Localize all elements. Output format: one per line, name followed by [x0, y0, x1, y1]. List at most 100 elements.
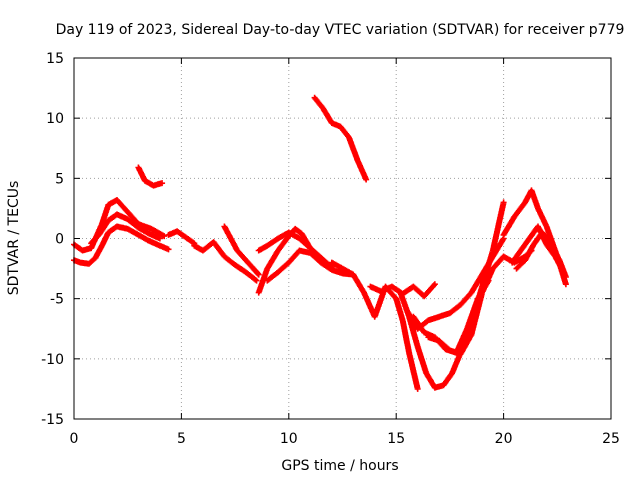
series-track-c [88, 211, 163, 247]
y-tick-label: -10 [41, 352, 64, 368]
data-point-segment [255, 267, 270, 296]
data-point-segment [345, 134, 360, 162]
y-tick-label: 5 [55, 171, 64, 187]
data-point-segment [350, 271, 367, 295]
data-point-segment [528, 187, 541, 210]
x-axis-label: GPS time / hours [281, 458, 398, 474]
data-point [363, 176, 370, 183]
data-point [253, 277, 260, 284]
data-point-segment [513, 258, 527, 272]
y-tick-label: -15 [41, 412, 64, 428]
data-point-segment [517, 236, 532, 254]
data-point [255, 271, 262, 278]
data-point-segment [468, 272, 485, 296]
data-point-segment [86, 255, 98, 267]
data-points [71, 94, 569, 392]
data-point-segment [479, 267, 496, 296]
data-point-segment [522, 242, 536, 264]
x-tick-label: 15 [387, 431, 405, 447]
data-point-segment [251, 266, 261, 277]
data-point-segment [264, 248, 281, 272]
data-point-segment [96, 218, 111, 237]
data-point-segment [457, 333, 474, 357]
data-point-segment [182, 234, 197, 246]
series-track-f [191, 239, 260, 284]
data-point-segment [436, 337, 452, 353]
data-point-segment [221, 253, 237, 267]
data-point-segment [174, 228, 188, 240]
data-point-segment [148, 225, 166, 239]
y-tick-label: 0 [55, 232, 64, 248]
data-point-segment [320, 105, 334, 125]
y-tick-label: 15 [46, 51, 64, 67]
data-point-segment [311, 94, 326, 111]
data-point-segment [511, 200, 528, 220]
data-point-segment [328, 259, 345, 271]
data-point-segment [414, 343, 429, 375]
data-point-segment [489, 236, 506, 260]
data-point-segment [275, 234, 291, 254]
series-track-e [165, 228, 198, 247]
data-point-segment [526, 224, 541, 242]
data-point-segment [337, 123, 351, 140]
data-point [414, 385, 421, 392]
x-tick-label: 10 [280, 431, 298, 447]
data-point-segment [440, 371, 455, 389]
y-tick-label: 10 [46, 111, 64, 127]
data-point [562, 274, 569, 281]
data-point-segment [296, 235, 313, 251]
data-point-segment [399, 317, 412, 355]
x-tick-label: 25 [602, 431, 620, 447]
data-point-segment [339, 265, 355, 277]
series-track-u [513, 229, 569, 281]
data-point-segment [307, 249, 323, 265]
data-point [156, 235, 163, 242]
data-point-segment [423, 370, 438, 390]
data-point-segment [530, 230, 545, 248]
series-track-g [221, 223, 262, 278]
series-track-p [403, 235, 507, 332]
series-track-r [425, 247, 535, 357]
data-point-segment [275, 260, 291, 276]
data-point-segment [98, 203, 111, 228]
data-point-segment [457, 290, 474, 308]
data-point-segment [489, 254, 506, 272]
chart-title: Day 119 of 2023, Sidereal Day-to-day VTE… [56, 22, 625, 38]
data-point-segment [124, 216, 141, 230]
data-point-segment [556, 257, 569, 279]
data-point [165, 246, 172, 253]
data-point-segment [242, 269, 259, 283]
data-point-segment [98, 230, 111, 249]
data-point-segment [285, 248, 302, 266]
data-point-segment [354, 157, 369, 182]
data-point-segment [242, 257, 257, 272]
data-point-segment [410, 283, 427, 299]
data-point-segment [406, 349, 421, 391]
data-point-segment [264, 270, 280, 284]
data-point-segment [114, 197, 130, 214]
data-point-segment [421, 282, 437, 300]
series-track-n [393, 295, 421, 392]
data-point-segment [124, 209, 141, 226]
data-point-segment [88, 231, 102, 247]
grid-lines [74, 58, 611, 419]
data-point [562, 281, 569, 288]
data-point-segment [468, 291, 485, 338]
data-point-segment [307, 245, 323, 260]
data-point-segment [464, 297, 481, 332]
x-tick-label: 5 [177, 431, 186, 447]
x-tick-label: 20 [495, 431, 513, 447]
series-track-k [311, 94, 370, 183]
data-point-segment [479, 254, 496, 278]
data-point-segment [500, 215, 517, 238]
data-point-segment [210, 239, 227, 259]
y-tick-label: -5 [50, 292, 64, 308]
data-point-segment [446, 302, 463, 317]
data-point-segment [535, 205, 549, 229]
data-point [500, 199, 507, 206]
data-point [161, 233, 168, 240]
series-track-d [135, 164, 166, 189]
x-tick-label: 0 [70, 431, 79, 447]
series-track-s [500, 187, 569, 288]
